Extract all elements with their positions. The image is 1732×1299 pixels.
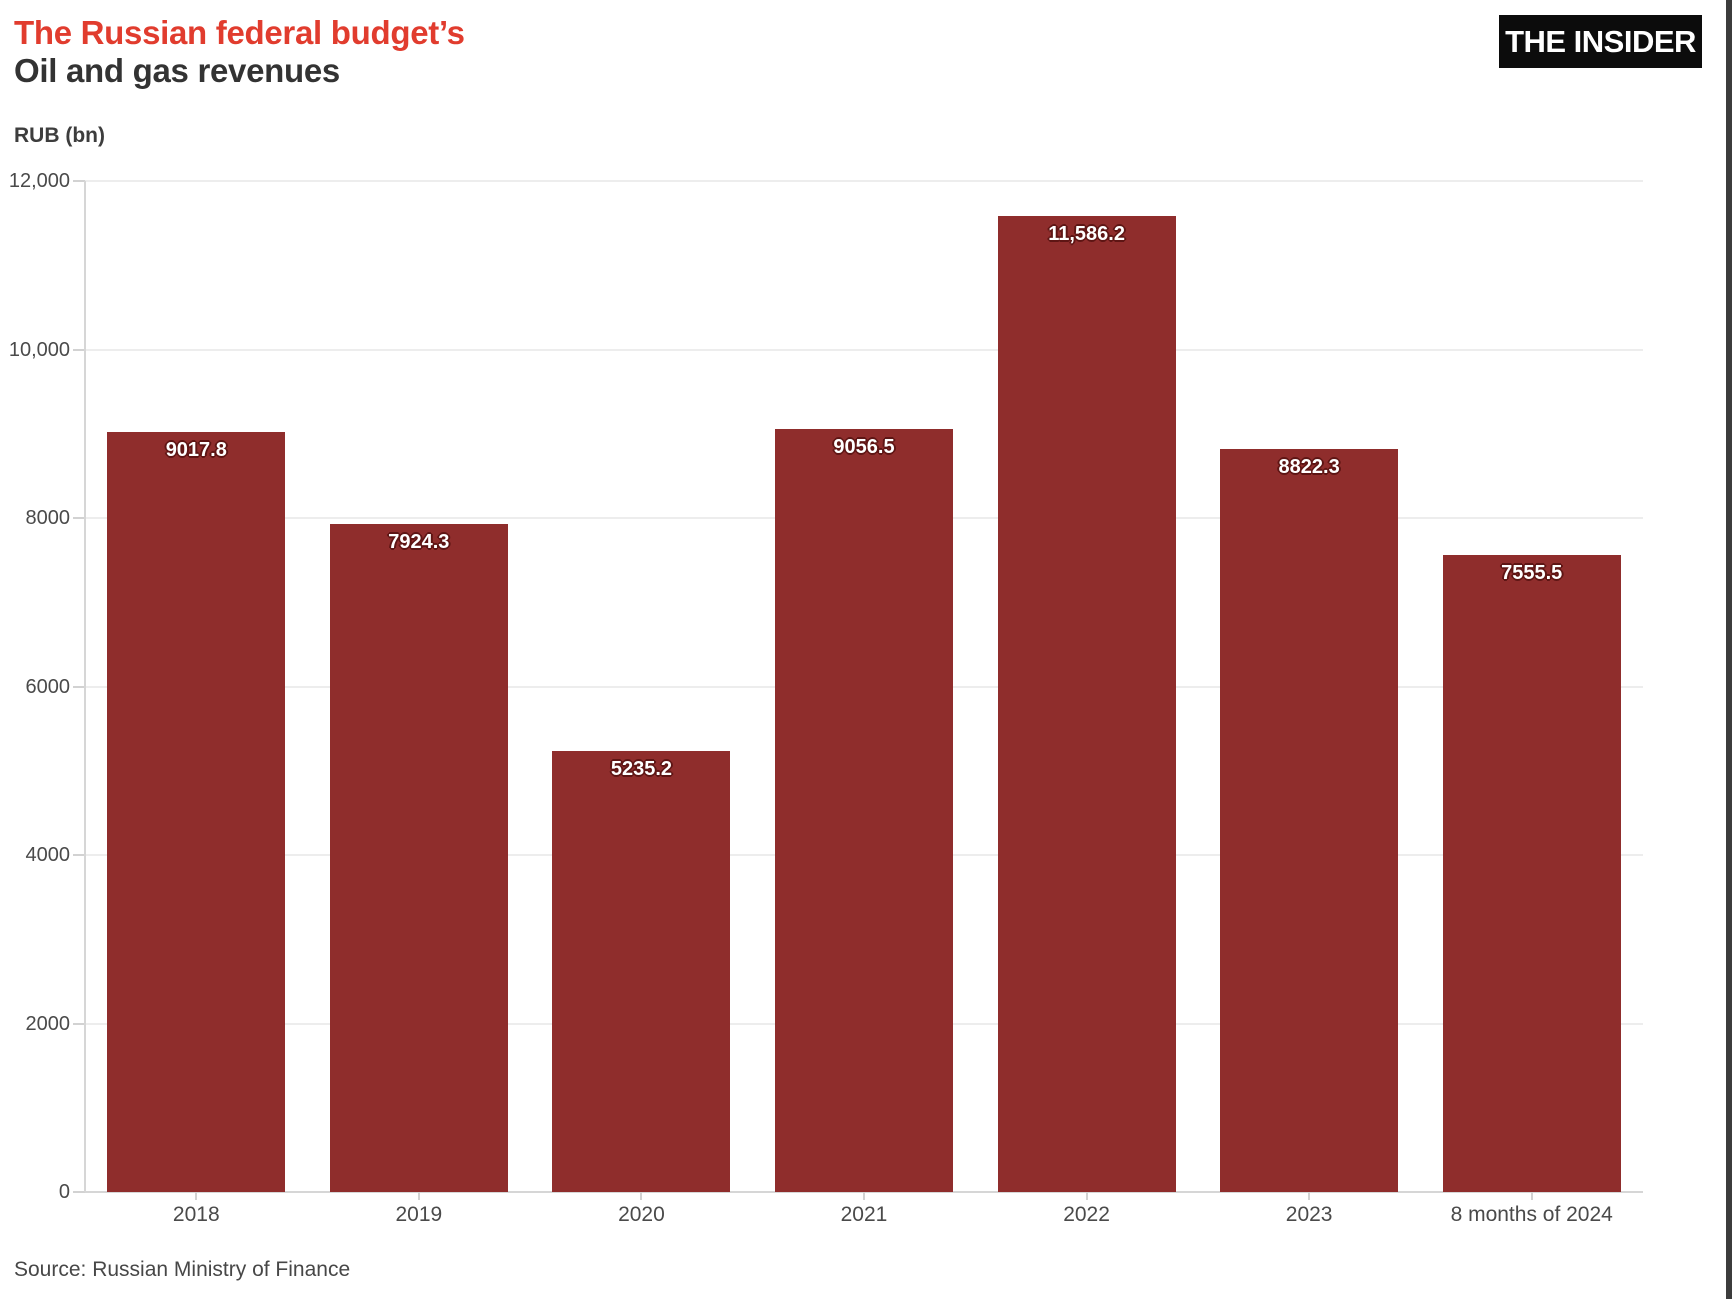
x-axis-tick bbox=[1085, 1192, 1088, 1200]
x-axis-tick-label: 2022 bbox=[1063, 1203, 1110, 1226]
gridline bbox=[85, 348, 1643, 351]
bar-2019 bbox=[329, 524, 508, 1192]
gridline bbox=[85, 180, 1643, 182]
x-axis-tick-label: 2018 bbox=[172, 1203, 220, 1226]
bar-value-label: 9056.5 bbox=[833, 435, 895, 458]
y-axis-tick-label: 4000 bbox=[25, 844, 71, 866]
y-axis-tick bbox=[73, 348, 85, 351]
y-axis-tick bbox=[73, 517, 85, 519]
bar-2023 bbox=[1220, 448, 1399, 1192]
x-axis-tick bbox=[417, 1192, 420, 1200]
y-axis-tick bbox=[73, 1191, 85, 1193]
window-right-edge bbox=[1726, 0, 1732, 1299]
x-axis-tick bbox=[1308, 1192, 1311, 1200]
y-axis-tick-label: 8000 bbox=[25, 507, 71, 529]
bar-value-label: 11,586.2 bbox=[1048, 222, 1125, 245]
bar-value-label: 5235.2 bbox=[610, 757, 672, 780]
x-axis-tick bbox=[1530, 1192, 1533, 1200]
y-axis-tick-label: 0 bbox=[58, 1181, 70, 1203]
the-insider-logo[interactable]: THE INSIDER bbox=[1499, 15, 1702, 68]
chart-title-main: Oil and gas revenues bbox=[14, 52, 340, 89]
y-axis-tick bbox=[73, 854, 85, 856]
x-axis-tick bbox=[863, 1192, 865, 1200]
x-axis-tick-label: 2021 bbox=[840, 1203, 888, 1226]
y-axis-tick-label: 12,000 bbox=[8, 170, 70, 192]
bar-value-label: 7555.5 bbox=[1501, 562, 1563, 585]
bar-2021 bbox=[775, 428, 953, 1192]
bar-2022 bbox=[997, 215, 1176, 1192]
x-axis-tick bbox=[195, 1192, 198, 1200]
bar-2020 bbox=[552, 750, 731, 1192]
bar-value-label: 7924.3 bbox=[388, 531, 450, 554]
y-axis-line bbox=[84, 181, 86, 1192]
source-note: Source: Russian Ministry of Finance bbox=[14, 1258, 351, 1281]
x-axis-tick bbox=[640, 1192, 643, 1200]
x-axis-tick-label: 8 months of 2024 bbox=[1450, 1203, 1613, 1226]
chart-title-accent: The Russian federal budget’s bbox=[14, 14, 465, 51]
x-axis-tick-label: 2020 bbox=[618, 1203, 665, 1226]
x-axis-tick-label: 2023 bbox=[1285, 1203, 1333, 1226]
y-axis-unit-label: RUB (bn) bbox=[14, 124, 105, 147]
x-axis-tick-label: 2019 bbox=[395, 1203, 443, 1226]
bar-2018 bbox=[107, 432, 286, 1192]
bar-value-label: 9017.8 bbox=[165, 439, 227, 462]
bar-value-label: 8822.3 bbox=[1278, 455, 1340, 478]
the-insider-logo-text: THE INSIDER bbox=[1505, 23, 1696, 59]
y-axis-tick bbox=[73, 180, 85, 182]
bar-8 months of 2024 bbox=[1442, 555, 1621, 1192]
y-axis-tick-label: 2000 bbox=[25, 1012, 71, 1035]
y-axis-tick-label: 6000 bbox=[25, 675, 71, 698]
y-axis-tick-label: 10,000 bbox=[8, 338, 70, 361]
y-axis-tick bbox=[73, 1022, 85, 1025]
y-axis-tick bbox=[73, 685, 85, 688]
